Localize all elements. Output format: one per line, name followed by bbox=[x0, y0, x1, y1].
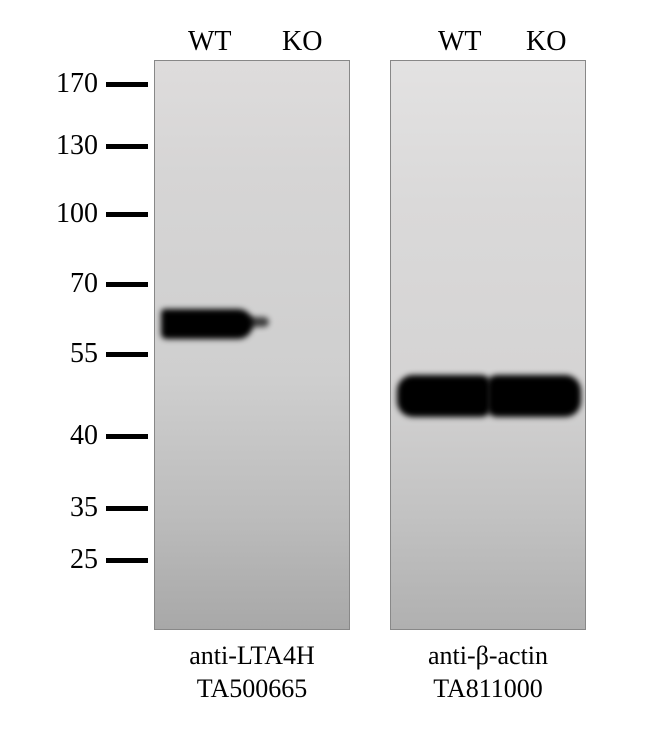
antibody-right-line1: anti-β-actin bbox=[390, 640, 586, 673]
marker-40: 40 bbox=[20, 420, 148, 452]
band-actin-ko bbox=[487, 375, 581, 417]
marker-tick bbox=[106, 82, 148, 87]
marker-label: 70 bbox=[70, 268, 98, 300]
marker-tick bbox=[106, 212, 148, 217]
marker-35: 35 bbox=[20, 492, 148, 524]
antibody-label-left: anti-LTA4H TA500665 bbox=[154, 640, 350, 705]
marker-label: 25 bbox=[70, 544, 98, 576]
marker-tick bbox=[106, 282, 148, 287]
marker-tick bbox=[106, 558, 148, 563]
band-lta4h-tail bbox=[245, 317, 269, 327]
blot-left-bg bbox=[155, 61, 349, 629]
marker-70: 70 bbox=[20, 268, 148, 300]
marker-label: 100 bbox=[56, 198, 98, 230]
marker-55: 55 bbox=[20, 338, 148, 370]
ladder: 170 130 100 70 55 40 35 25 bbox=[20, 20, 148, 620]
marker-130: 130 bbox=[20, 130, 148, 162]
marker-label: 35 bbox=[70, 492, 98, 524]
marker-label: 40 bbox=[70, 420, 98, 452]
lane-header-wt-right: WT bbox=[438, 26, 482, 58]
marker-170: 170 bbox=[20, 68, 148, 100]
figure-container: 170 130 100 70 55 40 35 25 bbox=[20, 20, 630, 720]
marker-tick bbox=[106, 144, 148, 149]
marker-tick bbox=[106, 506, 148, 511]
lane-header-wt-left: WT bbox=[188, 26, 232, 58]
marker-100: 100 bbox=[20, 198, 148, 230]
lane-header-ko-left: KO bbox=[282, 26, 322, 58]
blot-right-bg bbox=[391, 61, 585, 629]
marker-label: 170 bbox=[56, 68, 98, 100]
antibody-left-line1: anti-LTA4H bbox=[154, 640, 350, 673]
blot-left bbox=[154, 60, 350, 630]
marker-label: 130 bbox=[56, 130, 98, 162]
band-actin-wt bbox=[397, 375, 491, 417]
antibody-label-right: anti-β-actin TA811000 bbox=[390, 640, 586, 705]
band-lta4h-wt bbox=[161, 309, 253, 339]
lane-header-ko-right: KO bbox=[526, 26, 566, 58]
antibody-right-line2: TA811000 bbox=[390, 673, 586, 706]
blot-right bbox=[390, 60, 586, 630]
antibody-left-line2: TA500665 bbox=[154, 673, 350, 706]
marker-label: 55 bbox=[70, 338, 98, 370]
marker-25: 25 bbox=[20, 544, 148, 576]
marker-tick bbox=[106, 434, 148, 439]
marker-tick bbox=[106, 352, 148, 357]
